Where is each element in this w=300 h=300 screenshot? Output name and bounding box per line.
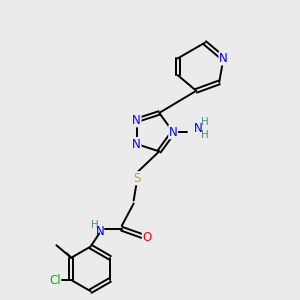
Text: N: N xyxy=(169,126,178,139)
Text: H: H xyxy=(201,130,209,140)
Text: H: H xyxy=(91,220,99,230)
Text: N: N xyxy=(132,137,141,151)
Text: N: N xyxy=(219,52,228,65)
Text: S: S xyxy=(133,172,140,185)
Text: N: N xyxy=(194,122,202,135)
Text: O: O xyxy=(142,231,152,244)
Text: H: H xyxy=(201,117,209,128)
Text: N: N xyxy=(96,225,104,238)
Text: Cl: Cl xyxy=(49,274,61,286)
Text: N: N xyxy=(132,114,141,127)
